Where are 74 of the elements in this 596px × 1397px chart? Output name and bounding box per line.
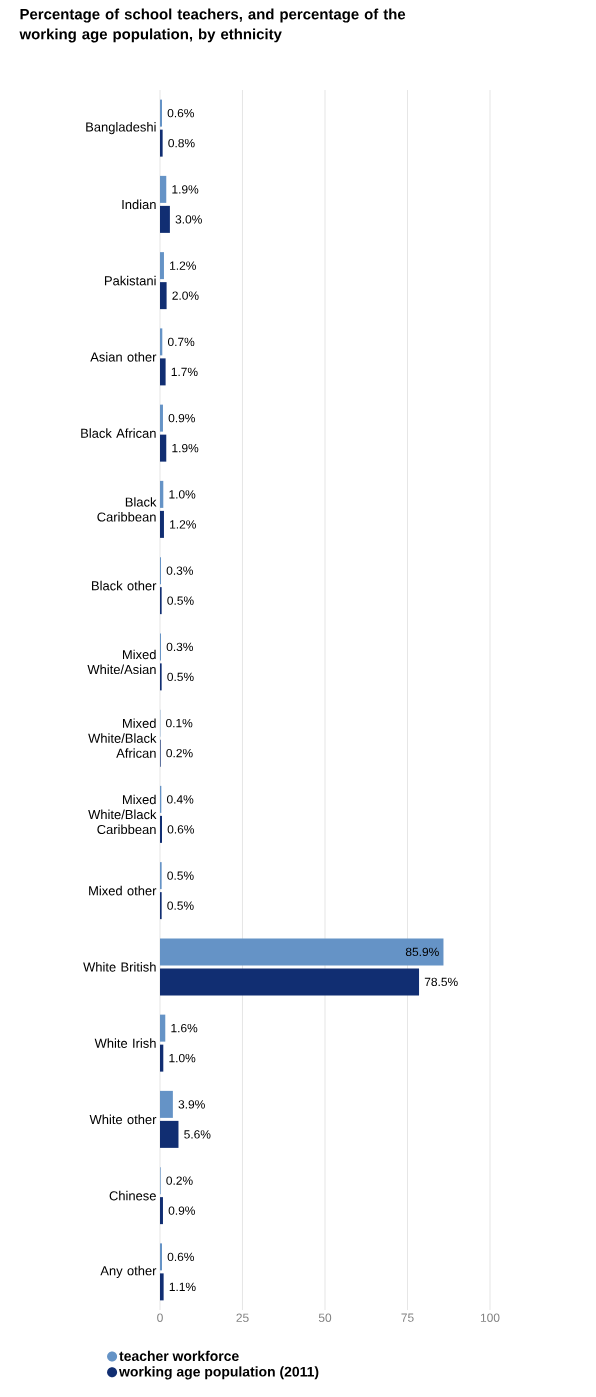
data-label: 0.2% xyxy=(166,1176,193,1185)
bar xyxy=(160,205,170,233)
data-label: 0.4% xyxy=(166,795,194,804)
bar xyxy=(160,1090,173,1118)
data-label: 0.3% xyxy=(166,642,194,652)
y-tick-label: White British xyxy=(83,962,156,972)
data-label: 0.6% xyxy=(167,108,194,118)
y-tick-label: Black other xyxy=(92,580,157,591)
data-label: 0.6% xyxy=(167,825,194,834)
x-tick-label: 75 xyxy=(401,1313,414,1322)
bar xyxy=(160,938,444,966)
data-label: 0.3% xyxy=(166,566,194,575)
data-label: 0.7% xyxy=(167,337,195,347)
bar xyxy=(160,1044,164,1072)
y-tick-label: Chinese xyxy=(109,1190,156,1201)
data-label: 3.9% xyxy=(178,1100,205,1109)
bar xyxy=(160,175,167,203)
data-label: 1.6% xyxy=(171,1023,198,1033)
chart-title: Percentage of school teachers, and percentage of the working age population, by ethnicity xyxy=(19,8,406,43)
y-tick-label: Mixed White/Asian xyxy=(87,649,156,675)
y-tick-label: Indian xyxy=(122,199,156,210)
x-tick-label: 50 xyxy=(318,1313,332,1322)
bar xyxy=(160,968,420,996)
data-label: 0.2% xyxy=(166,748,193,758)
x-tick-label: 100 xyxy=(480,1313,500,1322)
y-tick-label: Mixed White/Black African xyxy=(88,718,157,758)
data-label: 1.9% xyxy=(172,185,199,194)
data-label: 1.2% xyxy=(170,520,196,529)
y-tick-label: White other xyxy=(89,1114,157,1125)
data-label: 0.9% xyxy=(168,1206,195,1215)
x-tick-label: 25 xyxy=(236,1313,249,1322)
bar xyxy=(160,434,167,462)
y-tick-label: Black African xyxy=(81,428,156,438)
bar xyxy=(160,404,163,432)
bar xyxy=(160,510,164,538)
bar xyxy=(160,1014,166,1042)
bar xyxy=(160,129,163,157)
bar xyxy=(160,1120,179,1148)
data-label: 1.0% xyxy=(169,1053,196,1063)
data-label: 3.0% xyxy=(175,215,202,224)
data-label: 85.9% xyxy=(405,947,439,957)
y-tick-label: Black Caribbean xyxy=(97,497,157,522)
data-label: 0.9% xyxy=(168,413,195,423)
data-label: 2.0% xyxy=(172,291,199,300)
data-label: 1.1% xyxy=(169,1282,196,1292)
data-label: 0.5% xyxy=(167,871,194,880)
bar xyxy=(160,252,164,280)
data-label: 1.2% xyxy=(170,261,196,270)
bar xyxy=(160,1197,163,1225)
bar xyxy=(160,358,166,386)
legend-label: working age population (2011) xyxy=(119,1366,319,1380)
data-label: 1.0% xyxy=(169,490,196,499)
bar xyxy=(160,480,164,508)
data-label: 5.6% xyxy=(184,1130,211,1139)
data-label: 1.7% xyxy=(171,367,198,377)
data-label: 0.6% xyxy=(167,1252,194,1262)
bar xyxy=(160,282,167,310)
y-tick-label: Pakistani xyxy=(104,275,156,286)
data-label: 1.9% xyxy=(172,443,199,453)
legend-label: teacher workforce xyxy=(119,1350,239,1362)
y-tick-label: Asian other xyxy=(90,352,157,362)
y-tick-label: Bangladeshi xyxy=(86,122,156,135)
y-tick-label: Any other xyxy=(100,1265,157,1278)
x-tick-label: 0 xyxy=(157,1313,163,1322)
y-tick-label: Mixed White/Black Caribbean xyxy=(88,794,157,835)
y-tick-label: Mixed other xyxy=(89,885,157,896)
data-label: 0.1% xyxy=(166,718,193,728)
y-tick-label: White Irish xyxy=(94,1038,156,1048)
data-label: 0.8% xyxy=(168,138,195,148)
bar xyxy=(160,1273,164,1301)
data-label: 78.5% xyxy=(424,977,458,987)
data-label: 0.5% xyxy=(167,672,194,682)
data-label: 0.5% xyxy=(167,901,194,910)
data-label: 0.5% xyxy=(167,596,194,605)
